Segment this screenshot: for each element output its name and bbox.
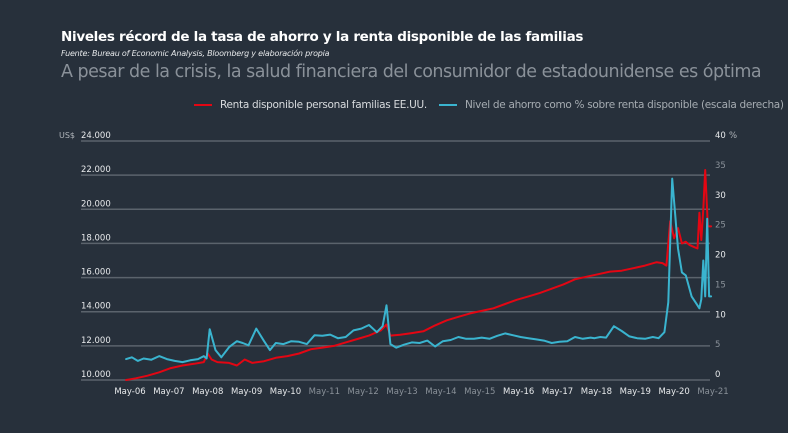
left-tick-label: 16.000: [81, 268, 111, 278]
right-axis: 0 5 10 15 20 25 30 35 40%: [715, 131, 737, 380]
series-line-ahorro: [125, 177, 713, 364]
chart-title: Niveles récord de la tasa de ahorro y la…: [61, 29, 584, 45]
x-tick-label: May-06: [114, 387, 145, 397]
x-tick-label: May-21: [697, 387, 728, 397]
right-tick-label: 35: [715, 161, 726, 171]
x-axis: May-06 May-07 May-08 May-09 May-10 May-11 May-…: [114, 387, 728, 397]
x-tick-label: May-17: [542, 387, 573, 397]
right-tick-label: 0: [715, 370, 720, 380]
legend-swatch-ahorro: [438, 104, 457, 106]
left-axis-unit: US$: [59, 131, 75, 140]
legend-swatch-renta: [194, 104, 212, 106]
left-tick-label: 20.000: [81, 199, 111, 209]
legend: Renta disponible personal familias EE.UU…: [194, 99, 788, 111]
right-tick-label: 20: [715, 251, 726, 261]
left-tick-label: 24.000: [81, 131, 111, 141]
left-tick-label: 12.000: [81, 336, 111, 346]
series-lines: [125, 169, 713, 381]
left-axis: 10.000 12.000 14.000 16.000 18.000 20.000 22.0…: [59, 131, 111, 380]
right-tick-label: 25: [715, 221, 726, 231]
x-tick-label: May-08: [192, 387, 223, 397]
x-tick-label: May-09: [231, 387, 262, 397]
legend-item-renta: Renta disponible personal familias EE.UU…: [194, 99, 427, 111]
gridlines: [81, 140, 710, 381]
x-tick-label: May-07: [153, 387, 184, 397]
x-tick-label: May-15: [464, 387, 495, 397]
x-tick-label: May-16: [503, 387, 534, 397]
right-tick-label: 15: [715, 280, 726, 290]
x-tick-label: May-13: [386, 387, 417, 397]
x-tick-label: May-18: [581, 387, 612, 397]
legend-label-ahorro: Nivel de ahorro como % sobre renta dispo…: [464, 99, 784, 111]
left-tick-label: 10.000: [81, 370, 111, 380]
series-line-renta: [125, 169, 713, 381]
left-tick-label: 18.000: [81, 233, 111, 243]
right-tick-label: 40: [715, 131, 726, 141]
x-tick-label: May-12: [348, 387, 379, 397]
x-tick-label: May-11: [309, 387, 340, 397]
right-axis-unit: %: [729, 131, 737, 141]
legend-item-ahorro: Nivel de ahorro como % sobre renta dispo…: [438, 99, 784, 111]
right-tick-label: 10: [715, 310, 726, 320]
x-tick-label: May-20: [658, 387, 689, 397]
left-tick-label: 22.000: [81, 165, 111, 175]
x-tick-label: May-14: [425, 387, 456, 397]
chart-source: Fuente: Bureau of Economic Analysis, Blo…: [61, 49, 330, 58]
chart-subtitle: A pesar de la crisis, la salud financier…: [61, 62, 762, 82]
right-tick-label: 30: [715, 191, 726, 201]
right-tick-label: 5: [715, 340, 720, 350]
left-tick-label: 14.000: [81, 302, 111, 312]
legend-label-renta: Renta disponible personal familias EE.UU…: [220, 99, 427, 111]
x-tick-label: May-10: [270, 387, 301, 397]
x-tick-label: May-19: [620, 387, 651, 397]
